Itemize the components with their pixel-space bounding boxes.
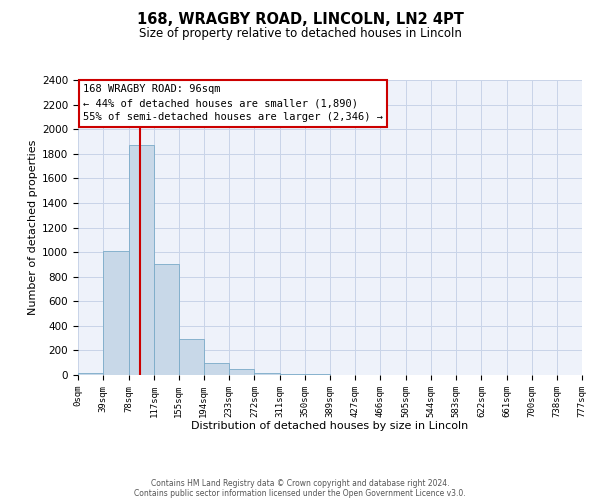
Bar bbox=[280, 374, 305, 375]
Bar bbox=[154, 264, 179, 375]
Text: 168, WRAGBY ROAD, LINCOLN, LN2 4PT: 168, WRAGBY ROAD, LINCOLN, LN2 4PT bbox=[137, 12, 463, 28]
Text: Contains public sector information licensed under the Open Government Licence v3: Contains public sector information licen… bbox=[134, 488, 466, 498]
Bar bbox=[78, 372, 103, 375]
X-axis label: Distribution of detached houses by size in Lincoln: Distribution of detached houses by size … bbox=[191, 421, 469, 431]
Bar bbox=[305, 374, 331, 375]
Bar bbox=[254, 372, 280, 375]
Text: 168 WRAGBY ROAD: 96sqm
← 44% of detached houses are smaller (1,890)
55% of semi-: 168 WRAGBY ROAD: 96sqm ← 44% of detached… bbox=[83, 84, 383, 122]
Bar bbox=[204, 362, 229, 375]
Bar bbox=[103, 251, 128, 375]
Bar bbox=[128, 145, 154, 375]
Y-axis label: Number of detached properties: Number of detached properties bbox=[28, 140, 38, 315]
Bar bbox=[179, 338, 204, 375]
Bar bbox=[229, 370, 254, 375]
Text: Contains HM Land Registry data © Crown copyright and database right 2024.: Contains HM Land Registry data © Crown c… bbox=[151, 478, 449, 488]
Text: Size of property relative to detached houses in Lincoln: Size of property relative to detached ho… bbox=[139, 28, 461, 40]
